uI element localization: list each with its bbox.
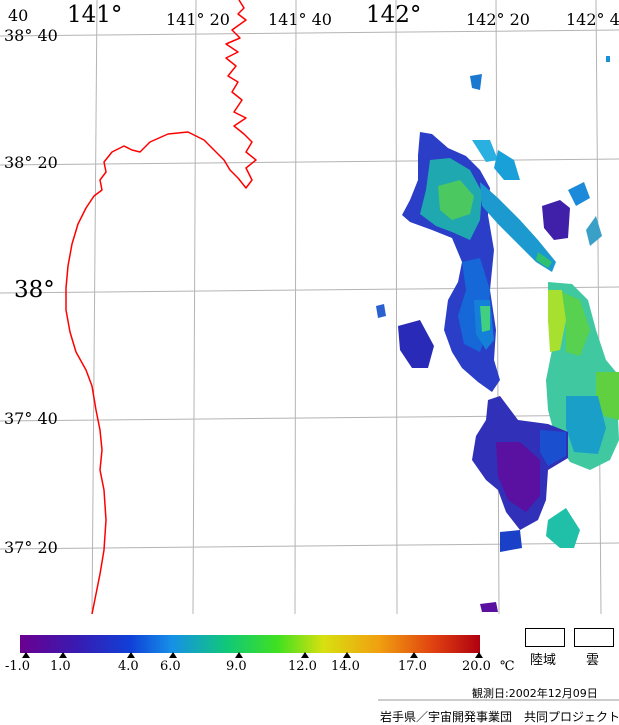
lat-label-37-20: 37° 20 <box>4 538 58 557</box>
legend-tick-label: 4.0 <box>118 659 139 674</box>
legend-tick-label: 1.0 <box>50 659 71 674</box>
lat-label-38-20: 38° 20 <box>4 153 58 172</box>
graticule <box>0 0 619 615</box>
lon-label-141-40: 141° 40 <box>268 10 332 29</box>
legend-tick-label: 12.0 <box>288 659 317 674</box>
corner-label: 40 <box>8 6 29 25</box>
legend-color-bar <box>20 635 480 653</box>
land-label: 陸域 <box>530 653 557 668</box>
lat-label-38: 38° <box>14 277 55 303</box>
land-swatch <box>525 628 565 647</box>
lon-label-141: 141° <box>67 2 123 28</box>
cloud-label: 雲 <box>586 653 600 668</box>
lat-label-38-40: 38° 40 <box>4 26 58 45</box>
coastline <box>65 0 257 615</box>
lat-label-37-40: 37° 40 <box>4 409 58 428</box>
legend-tick-label: 20.0 <box>462 659 491 674</box>
cloud-swatch <box>574 628 614 647</box>
sst-patch-ribbon <box>480 182 556 272</box>
observation-date: 観測日:2002年12月09日 <box>472 687 598 700</box>
lon-label-142-20: 142° 20 <box>466 10 530 29</box>
project-credit: 岩手県／宇宙開発事業団 共同プロジェクト <box>380 710 619 724</box>
lon-label-142: 142° <box>366 2 422 28</box>
legend-tick-label: -1.0 <box>5 659 31 674</box>
legend-unit: ℃ <box>500 659 515 674</box>
lon-label-142-40: 142° 40 <box>566 10 619 29</box>
legend-tick-label: 17.0 <box>398 659 427 674</box>
legend-ticks <box>22 652 483 658</box>
lon-label-141-20: 141° 20 <box>166 10 230 29</box>
legend-tick-label: 9.0 <box>226 659 247 674</box>
sst-data-layer <box>376 56 619 612</box>
legend-tick-label: 14.0 <box>331 659 360 674</box>
legend-tick-label: 6.0 <box>160 659 181 674</box>
